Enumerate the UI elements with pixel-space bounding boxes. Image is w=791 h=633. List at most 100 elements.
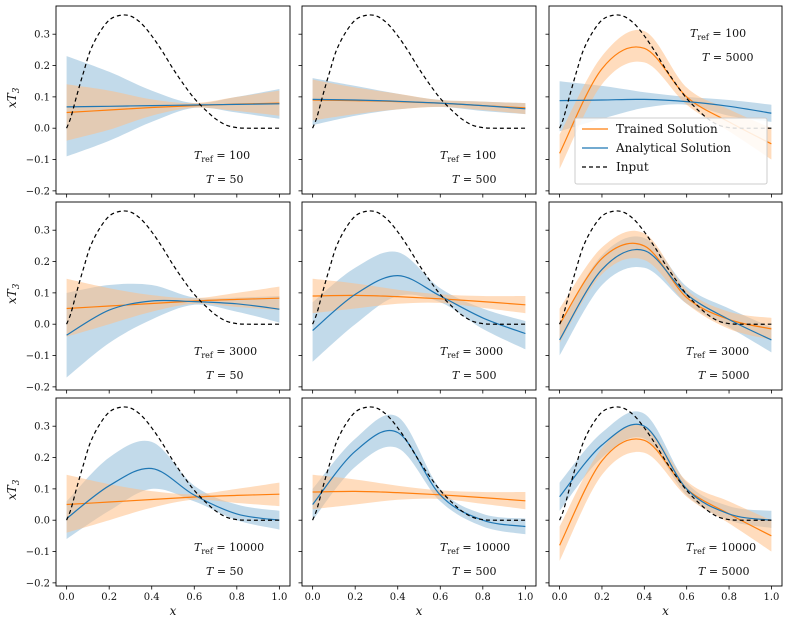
ytick-label: −0.1 — [26, 155, 50, 166]
annotation-t-value: = 50 — [213, 565, 243, 578]
trained-band — [559, 424, 772, 561]
annotation-t-symbol: T — [452, 173, 461, 186]
xtick-label: 1.0 — [271, 592, 287, 603]
analytical-band — [312, 251, 526, 362]
analytical-line — [66, 467, 280, 521]
legend-box — [574, 117, 768, 185]
xtick-label: 0.6 — [679, 592, 695, 603]
axes-frame — [55, 5, 291, 195]
analytical-band — [559, 236, 772, 356]
trained-band — [312, 474, 526, 510]
annotation-t: T = 500 — [452, 173, 497, 186]
annotation-tref-value: = 10000 — [213, 541, 264, 554]
trained-line — [66, 297, 280, 310]
annotation-t: T = 500 — [452, 369, 497, 382]
annotation-t-value: = 5000 — [705, 369, 749, 382]
input-line — [312, 14, 526, 129]
annotation-tref-subscript: ref — [201, 155, 214, 164]
ytick-label: 0.3 — [34, 422, 50, 433]
xtick-label: 1.0 — [763, 592, 779, 603]
xtick-label: 0.6 — [432, 592, 448, 603]
trained-line — [66, 493, 280, 506]
ytick-label: −0.2 — [26, 382, 50, 393]
annotation-t: T = 5000 — [698, 369, 750, 382]
trained-line — [312, 490, 526, 502]
annotation-t-symbol: T — [452, 369, 461, 382]
xtick-label: 0.0 — [305, 592, 321, 603]
xtick-label: 0.4 — [390, 592, 406, 603]
annotation-tref-value: = 100 — [213, 149, 250, 162]
annotation-tref: Tref = 100 — [194, 149, 250, 164]
analytical-line — [312, 98, 526, 110]
annotation-tref: Tref = 100 — [690, 27, 746, 42]
annotation-t-symbol: T — [206, 173, 215, 186]
analytical-line — [312, 274, 526, 335]
annotation-t-value: = 5000 — [709, 51, 753, 64]
xtick-label: 0.0 — [59, 592, 75, 603]
axes-frame — [55, 201, 291, 391]
input-line — [66, 210, 280, 325]
plot-area — [66, 406, 280, 539]
ytick-label: 0.3 — [34, 30, 50, 41]
ytick-label: 0.3 — [34, 226, 50, 237]
legend: Trained Solution Analytical Solution Input — [574, 117, 768, 185]
analytical-line — [66, 103, 280, 108]
ytick-label: 0.2 — [34, 257, 50, 268]
panel-7: −0.2−0.10.00.10.20.30.0 0.2 0.4 0.6 0.8 1.0xT… — [5, 397, 291, 618]
plot-area — [559, 210, 772, 356]
plot-area — [312, 14, 526, 129]
annotation-tref-subscript: ref — [447, 351, 460, 360]
ytick-label: 0.1 — [34, 92, 50, 103]
annotation-t-symbol: T — [206, 565, 215, 578]
annotation-tref-value: = 100 — [459, 149, 496, 162]
annotation-tref: Tref = 10000 — [194, 541, 264, 556]
annotation-tref-value: = 3000 — [213, 345, 257, 358]
analytical-band — [66, 440, 280, 539]
annotation-t-symbol: T — [698, 369, 707, 382]
xtick-label: 0.8 — [229, 592, 245, 603]
annotation-t-value: = 500 — [459, 565, 496, 578]
annotation-t-symbol: T — [206, 369, 215, 382]
analytical-line — [559, 98, 772, 114]
legend-label: Analytical Solution — [615, 141, 731, 155]
input-line — [312, 406, 526, 521]
annotation-tref: Tref = 100 — [440, 149, 496, 164]
trained-line — [312, 294, 526, 306]
ytick-label: −0.2 — [26, 578, 50, 589]
ytick-label: −0.1 — [26, 351, 50, 362]
analytical-line — [559, 248, 772, 341]
ytick-label: 0.1 — [34, 484, 50, 495]
annotation-tref-symbol: T — [686, 541, 695, 554]
annotation-tref-value: = 3000 — [459, 345, 503, 358]
xtick-label: 0.4 — [144, 592, 160, 603]
annotation-tref: Tref = 10000 — [686, 541, 756, 556]
panel-3: Tref = 100 T = 5000 — [545, 5, 783, 198]
input-line — [312, 210, 526, 325]
legend-label: Trained Solution — [616, 122, 718, 136]
y-axis-label-main: xT — [5, 92, 19, 108]
annotation-t: T = 5000 — [702, 51, 754, 64]
x-axis-label: x — [662, 604, 669, 618]
xtick-label: 0.8 — [475, 592, 491, 603]
ytick-label: −0.2 — [26, 186, 50, 197]
xtick-label: 0.2 — [594, 592, 610, 603]
annotation-t-symbol: T — [702, 51, 711, 64]
plot-area — [312, 406, 526, 535]
ytick-label: 0.2 — [34, 453, 50, 464]
analytical-line — [66, 299, 280, 336]
x-axis-label: x — [170, 604, 177, 618]
y-axis-label-main: xT — [5, 288, 19, 304]
axes-frame — [548, 397, 783, 587]
ytick-label: 0.2 — [34, 61, 50, 72]
panel-2: Tref = 100 T = 500 — [298, 5, 537, 198]
annotation-tref-symbol: T — [440, 345, 449, 358]
x-axis-label: x — [416, 604, 423, 618]
annotation-t: T = 50 — [206, 565, 244, 578]
trained-band — [559, 29, 772, 169]
annotation-tref-symbol: T — [194, 345, 203, 358]
y-axis-label-sub: 3 — [12, 479, 22, 485]
annotation-tref: Tref = 3000 — [440, 345, 503, 360]
input-line — [559, 210, 772, 325]
